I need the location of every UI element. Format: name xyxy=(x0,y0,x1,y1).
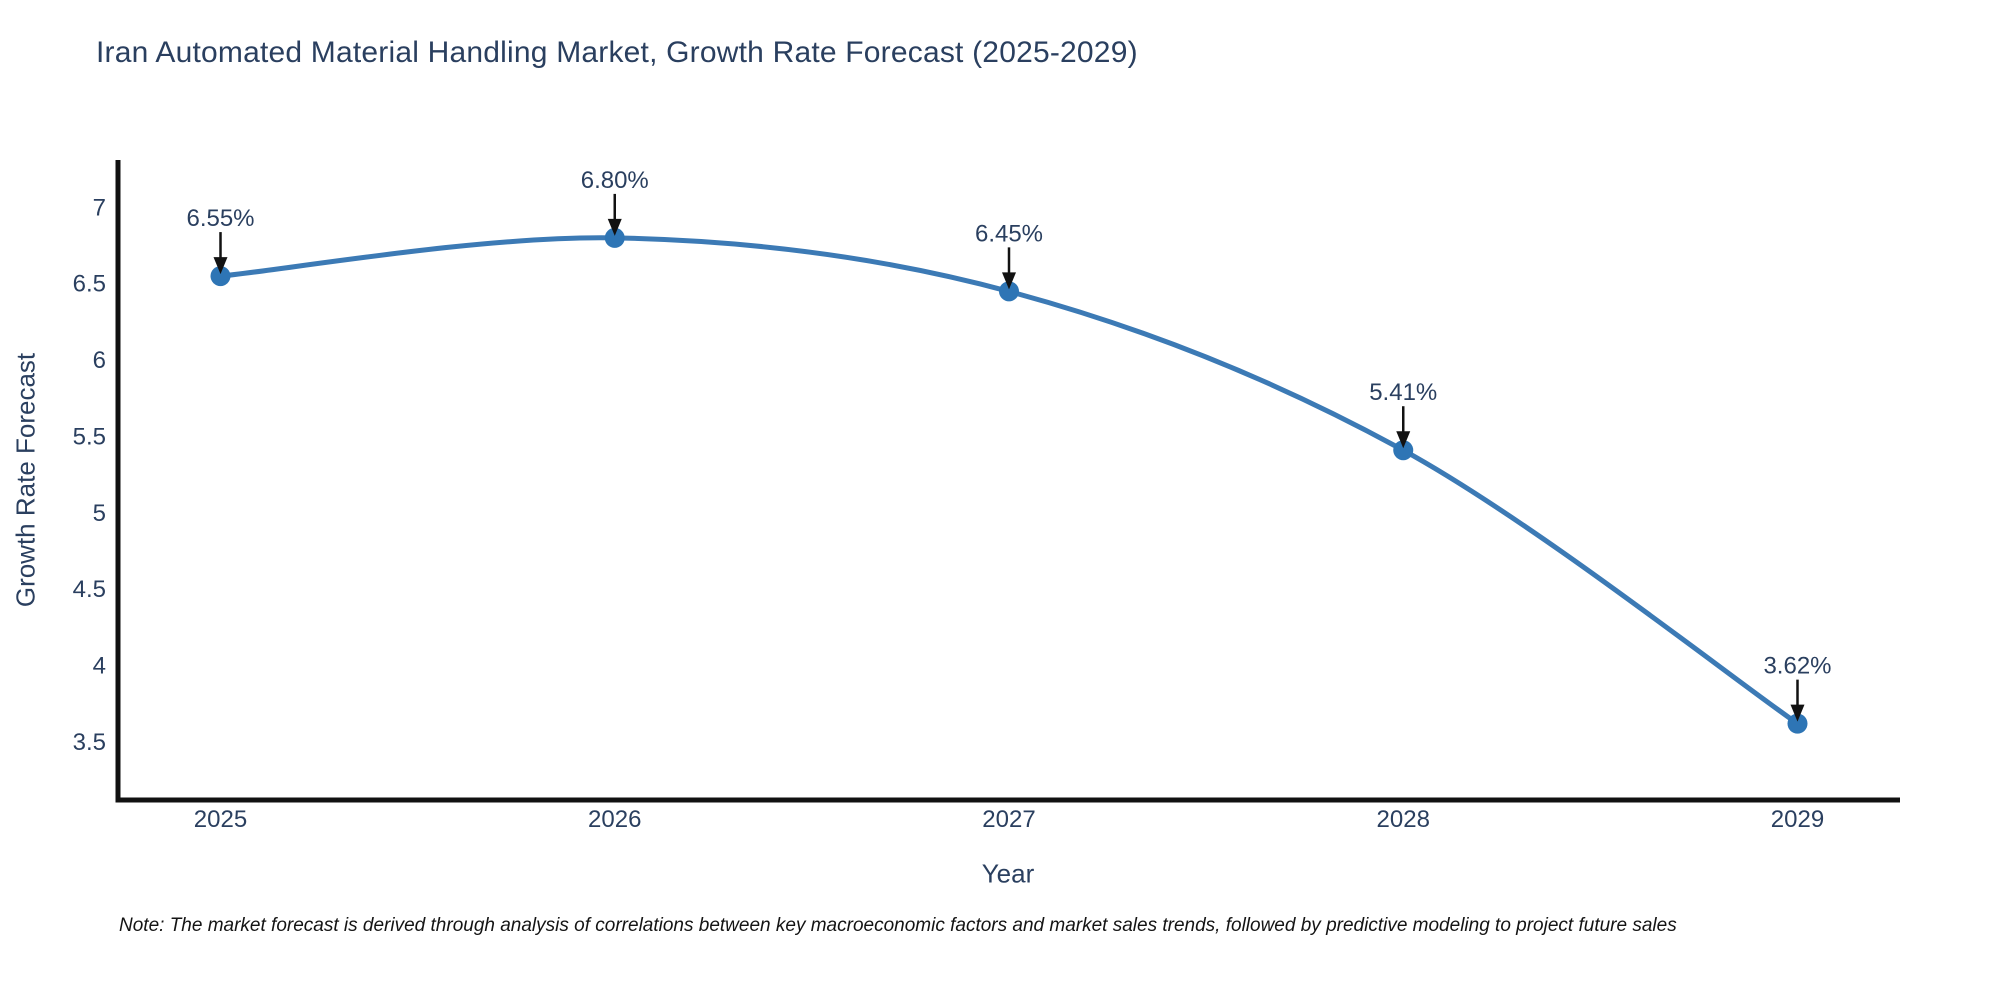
annotation-label-2029: 3.62% xyxy=(1763,653,1831,680)
annotation-label-2028: 5.41% xyxy=(1369,379,1437,406)
footnote: Note: The market forecast is derived thr… xyxy=(119,915,1677,936)
x-tick-label-2026: 2026 xyxy=(588,806,641,833)
annotation-label-2025: 6.55% xyxy=(186,205,254,232)
data-point-2027[interactable] xyxy=(999,281,1019,302)
x-tick-label-2029: 2029 xyxy=(1771,806,1824,833)
annotation-arrow-head xyxy=(607,218,622,236)
trend-line xyxy=(218,235,1800,727)
annotation-arrow-head xyxy=(1790,704,1805,722)
y-axis-tick-labels: 7 6.5 6 5.5 5 4.5 4 3.5 xyxy=(73,194,106,756)
x-axis-title: Year xyxy=(981,858,1035,889)
x-axis-tick-labels: 2025 2026 2027 2028 2029 xyxy=(194,806,1824,833)
annotation-label-2026: 6.80% xyxy=(581,167,649,194)
annotations-group: 6.55% 6.80% 6.45% 5.41% 3.62% xyxy=(186,167,1832,722)
x-tick-label-2027: 2027 xyxy=(982,806,1035,833)
axes-group xyxy=(115,160,1900,803)
chart-title: Iran Automated Material Handling Market,… xyxy=(96,36,1138,69)
x-tick-label-2025: 2025 xyxy=(194,806,247,833)
data-point-2029[interactable] xyxy=(1787,713,1808,734)
annotation-arrow-head xyxy=(213,257,228,275)
data-point-2028[interactable] xyxy=(1393,440,1414,461)
y-axis-title: Growth Rate Forecast xyxy=(10,352,41,608)
annotation-label-2027: 6.45% xyxy=(975,220,1043,247)
x-tick-label-2028: 2028 xyxy=(1377,806,1430,833)
y-tick-label-7: 7 xyxy=(93,194,106,221)
y-tick-label-3.5: 3.5 xyxy=(73,729,106,756)
y-tick-label-6: 6 xyxy=(93,347,106,374)
annotation-arrow-head xyxy=(1002,272,1016,290)
y-tick-label-5.5: 5.5 xyxy=(73,423,106,450)
data-point-2025[interactable] xyxy=(210,266,231,287)
y-tick-label-4: 4 xyxy=(93,653,106,680)
y-tick-label-6.5: 6.5 xyxy=(73,271,106,298)
series-group xyxy=(210,227,1808,734)
annotation-arrow-head xyxy=(1396,431,1411,449)
data-point-2026[interactable] xyxy=(604,227,625,248)
y-tick-label-5: 5 xyxy=(93,500,106,527)
y-tick-label-4.5: 4.5 xyxy=(73,576,106,603)
